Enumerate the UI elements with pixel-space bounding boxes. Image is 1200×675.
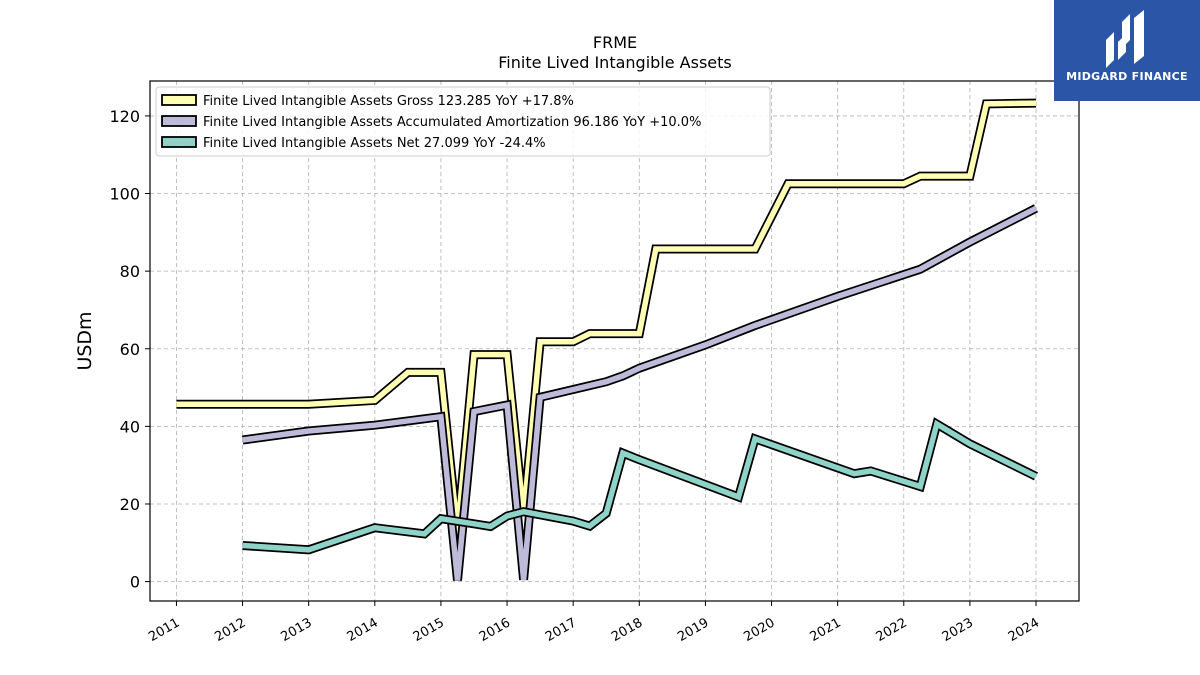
legend-label: Finite Lived Intangible Assets Accumulat… [203,115,701,130]
y-tick-label: 80 [120,262,140,281]
legend-swatch [161,136,197,148]
y-tick-label: 0 [130,573,140,592]
y-tick-label: 120 [109,107,140,126]
legend: Finite Lived Intangible Assets Gross 123… [155,86,771,157]
y-axis-label: USDm [74,311,96,370]
legend-label: Finite Lived Intangible Assets Gross 123… [203,94,574,109]
legend-box [155,86,771,157]
series-outline-1 [176,98,1037,532]
plot-frame [149,80,1080,602]
logo-text: MIDGARD FINANCE [1066,70,1188,83]
legend-swatch [161,94,197,106]
x-tick-label: 2018 [609,615,645,645]
x-tick-label: 2015 [411,615,447,645]
x-tick-label: 2021 [807,615,843,645]
chart-subtitle: Finite Lived Intangible Assets [498,53,731,72]
x-tick-label: 2023 [940,615,976,645]
x-tick-label: 2013 [279,615,315,645]
x-tick-label: 2024 [1006,615,1042,645]
y-tick-label: 40 [120,417,140,436]
x-tick-label: 2014 [345,615,381,645]
midgard-finance-logo: MIDGARD FINANCE [1054,0,1200,101]
legend-label: Finite Lived Intangible Assets Net 27.09… [203,136,546,151]
x-tick-label: 2011 [146,615,182,645]
y-tick-label: 100 [109,185,140,204]
logo-mark-icon [1106,10,1144,68]
y-tick-label: 60 [120,340,140,359]
chart-title: FRME [593,33,637,52]
x-tick-label: 2016 [477,615,513,645]
series-line-1 [176,100,1037,532]
grid [150,81,1079,601]
series-lines [176,98,1039,581]
y-tick-label: 20 [120,495,140,514]
legend-swatch [161,115,197,127]
x-tick-label: 2012 [212,615,248,645]
x-tick-label: 2019 [675,615,711,645]
x-tick-label: 2017 [543,615,579,645]
x-tick-label: 2020 [741,615,777,645]
series-line-2 [242,205,1038,581]
series-line-3 [242,419,1038,553]
x-tick-label: 2022 [874,615,910,645]
